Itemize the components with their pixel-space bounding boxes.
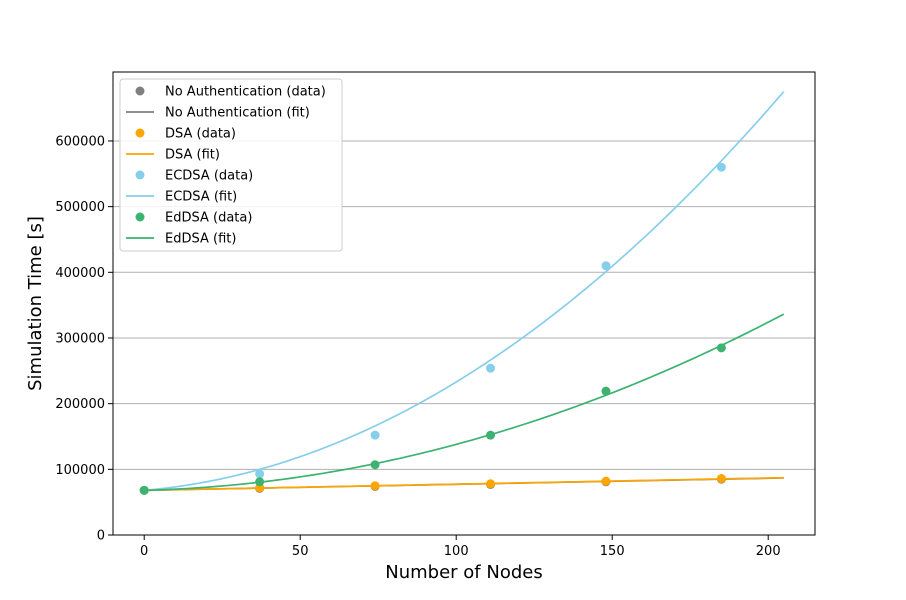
plot-frame: [112, 71, 816, 536]
x-axis-ticks: 0 50 100 150 200: [140, 535, 781, 559]
data-point: [716, 343, 726, 353]
legend-point-swatch: [135, 86, 145, 96]
legend-entry: ECDSA (data): [165, 169, 253, 184]
legend-entry: EdDSA (data): [165, 211, 252, 226]
legend-entry: DSA (data): [165, 127, 236, 142]
data-point: [486, 430, 496, 440]
x-tick-label: 100: [444, 544, 469, 559]
y-tick-label: 500000: [55, 200, 105, 215]
legend-entry: EdDSA (fit): [165, 232, 236, 247]
legend-box: [119, 78, 343, 252]
data-point: [601, 261, 611, 271]
data-point: [139, 485, 149, 495]
fit-line-7: [144, 313, 785, 492]
data-point: [486, 363, 496, 373]
data-point: [255, 477, 265, 487]
x-axis-label: Number of Nodes: [385, 562, 542, 583]
y-axis-label: Simulation Time [s]: [25, 216, 46, 391]
data-point: [716, 162, 726, 172]
legend: No Authentication (data) No Authenticatio…: [119, 78, 343, 252]
x-tick-label: 0: [140, 544, 148, 559]
data-point: [370, 460, 380, 470]
legend-entry: DSA (fit): [165, 148, 220, 163]
legend-point-swatch: [135, 170, 145, 180]
legend-entry: No Authentication (fit): [165, 106, 310, 121]
y-tick-label: 200000: [55, 397, 105, 412]
y-axis-ticks: 0 100000 200000 300000 400000 500000 600000: [55, 134, 113, 544]
data-point: [486, 479, 496, 489]
y-tick-label: 400000: [55, 266, 105, 281]
y-tick-label: 0: [97, 529, 105, 544]
y-tick-label: 300000: [55, 331, 105, 346]
legend-entry: ECDSA (fit): [165, 190, 237, 205]
series-points: [139, 162, 726, 495]
fit-line-3: [144, 476, 784, 492]
fit-line-5: [144, 90, 785, 492]
legend-point-swatch: [135, 212, 145, 222]
data-point: [601, 386, 611, 396]
x-tick-label: 150: [600, 544, 625, 559]
data-point: [716, 474, 726, 484]
y-tick-label: 600000: [55, 134, 105, 149]
data-point: [370, 430, 380, 440]
data-point: [370, 481, 380, 491]
legend-point-swatch: [135, 128, 145, 138]
y-tick-label: 100000: [55, 463, 105, 478]
x-tick-label: 50: [292, 544, 309, 559]
x-tick-label: 200: [756, 544, 781, 559]
series-lines: [144, 90, 785, 492]
data-point: [255, 469, 265, 479]
legend-entry: No Authentication (data): [165, 85, 326, 100]
data-point: [601, 476, 611, 486]
